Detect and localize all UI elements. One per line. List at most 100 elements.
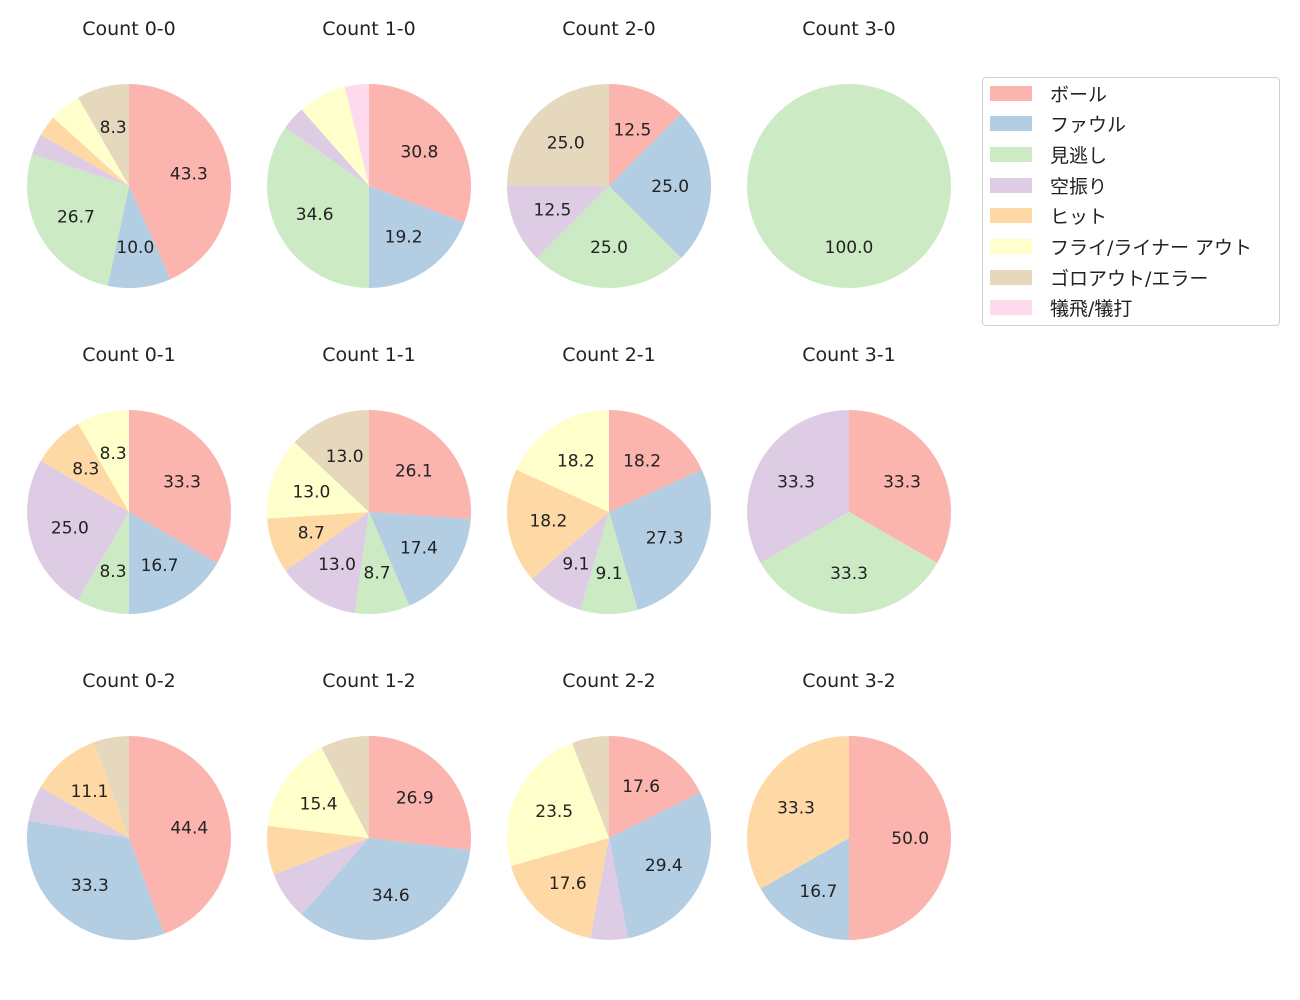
- pie-slice: [506, 742, 609, 867]
- legend-swatch: [990, 269, 1032, 285]
- pie-slice: [26, 153, 129, 286]
- pie-slice: [40, 742, 129, 838]
- pie-slice: [93, 736, 129, 838]
- pie-title: Count 2-2: [562, 670, 656, 692]
- pie-slice: [849, 736, 951, 940]
- pie-slice: [849, 410, 952, 563]
- legend-swatch: [990, 239, 1032, 254]
- pie-slice: [53, 97, 129, 186]
- legend-label: ボール: [1050, 83, 1108, 106]
- pie-slice: [32, 134, 130, 186]
- slice-label: 8.3: [100, 444, 127, 464]
- slice-label: 17.6: [622, 777, 660, 797]
- legend-label: ファウル: [1050, 114, 1127, 137]
- slice-label: 33.3: [163, 472, 201, 492]
- pie-slice: [609, 469, 712, 610]
- slice-label: 8.3: [99, 562, 126, 582]
- pie-slice: [77, 512, 129, 614]
- slice-label: 12.5: [613, 120, 651, 140]
- pie-slice: [267, 127, 369, 288]
- slice-label: 11.1: [71, 782, 109, 802]
- slice-label: 18.2: [529, 512, 567, 532]
- pie-slice: [507, 186, 609, 259]
- slice-label: 33.3: [883, 472, 921, 492]
- slice-label: 25.0: [51, 519, 89, 539]
- pie-slice: [746, 410, 849, 563]
- pie-slice: [369, 512, 471, 606]
- pie-slice: [28, 787, 130, 838]
- pie-slice: [609, 113, 711, 259]
- pie-slice: [747, 84, 951, 288]
- legend-label: 空振り: [1050, 175, 1108, 198]
- slice-label: 17.6: [549, 874, 587, 894]
- legend: ボール ファウル 見逃し 空振り ヒット フライ/ライナー アウト ゴロアウト/エラー 犠飛/…: [982, 77, 1280, 326]
- pie-title: Count 0-0: [82, 18, 176, 40]
- pie-slice: [369, 410, 471, 520]
- pie-slice: [267, 825, 369, 875]
- legend-label: 見逃し: [1050, 144, 1108, 167]
- legend-swatch: [990, 146, 1032, 162]
- pie-slice: [572, 736, 609, 838]
- pie-slice: [321, 736, 369, 838]
- legend-swatch: [990, 177, 1032, 193]
- pie-slice: [516, 410, 609, 512]
- slice-label: 23.5: [535, 802, 573, 822]
- slice-label: 33.3: [777, 798, 815, 818]
- pie-slice: [531, 512, 609, 610]
- pie-slice: [26, 820, 165, 941]
- pie-slice: [294, 410, 369, 512]
- slice-label: 44.4: [170, 818, 208, 838]
- slice-label: 8.7: [364, 564, 391, 584]
- pie-title: Count 0-1: [82, 344, 176, 366]
- pie-title: Count 1-2: [322, 670, 416, 692]
- pie-slice: [40, 117, 129, 186]
- pie-slice: [78, 84, 129, 186]
- pie-slice: [267, 512, 369, 571]
- pie-title: Count 3-2: [802, 670, 896, 692]
- pie-slice: [354, 512, 410, 615]
- pie-slice: [285, 512, 369, 613]
- slice-label: 29.4: [645, 856, 683, 876]
- slice-label: 13.0: [326, 447, 364, 467]
- legend-label: 犠飛/犠打: [1050, 298, 1133, 321]
- slice-label: 15.4: [300, 794, 338, 814]
- slice-label: 25.0: [651, 177, 689, 197]
- legend-item: ゴロアウト/エラー: [990, 267, 1208, 290]
- slice-label: 34.6: [372, 886, 410, 906]
- pie-slice: [760, 838, 849, 941]
- slice-label: 10.0: [116, 238, 154, 258]
- legend-swatch: [990, 300, 1032, 316]
- slice-label: 9.1: [562, 554, 589, 574]
- pie-slice: [580, 512, 638, 614]
- pie-slice: [40, 423, 129, 512]
- slice-label: 33.3: [71, 876, 109, 896]
- legend-swatch: [990, 208, 1032, 224]
- slice-label: 26.9: [396, 788, 434, 808]
- pie-title: Count 2-0: [562, 18, 656, 40]
- pie-title: Count 1-1: [322, 344, 416, 366]
- slice-label: 33.3: [830, 564, 868, 584]
- slice-label: 25.0: [590, 238, 628, 258]
- slice-label: 25.0: [547, 134, 585, 154]
- pie-slice: [267, 442, 369, 519]
- pie-slice: [746, 736, 849, 889]
- pie-slice: [273, 838, 369, 915]
- pie-title: Count 3-1: [802, 344, 896, 366]
- slice-label: 16.7: [141, 556, 179, 576]
- pie-slice: [506, 469, 609, 579]
- slice-label: 17.4: [400, 538, 438, 558]
- pie-slice: [507, 84, 609, 186]
- slice-label: 8.7: [298, 523, 325, 543]
- pie-slice: [609, 84, 682, 186]
- pie-title: Count 3-0: [802, 18, 896, 40]
- pie-slice: [301, 86, 369, 186]
- pie-slice: [590, 838, 628, 941]
- pie-slice: [285, 109, 369, 186]
- pie-slice: [26, 460, 129, 601]
- pie-slice: [344, 84, 369, 186]
- pie-slice: [510, 838, 609, 939]
- slice-label: 9.1: [595, 564, 622, 584]
- pie-slice: [368, 186, 465, 288]
- slice-label: 18.2: [557, 452, 595, 472]
